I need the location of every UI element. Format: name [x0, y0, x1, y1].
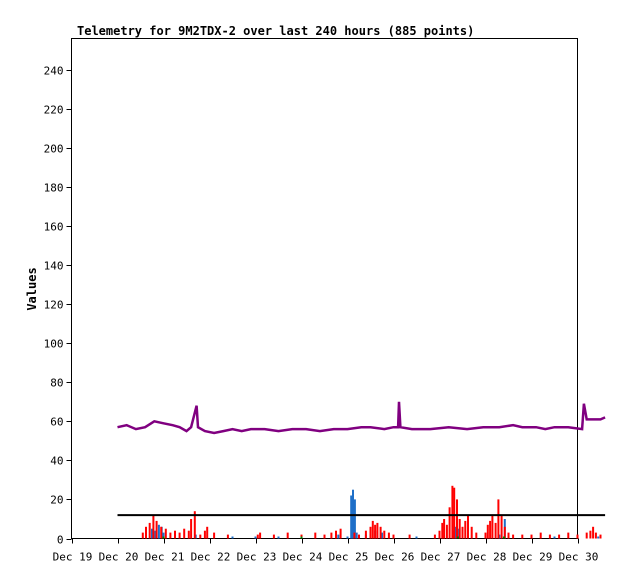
series-line-0 — [117, 401, 606, 435]
y-tick-label: 100 — [44, 338, 64, 351]
y-tick-label: 160 — [44, 221, 64, 234]
chart-title: Telemetry for 9M2TDX-2 over last 240 hou… — [77, 24, 474, 38]
y-tick-label: 0 — [57, 534, 64, 547]
x-tick-label: Dec 30 — [559, 551, 599, 564]
y-tick-label: 60 — [50, 416, 63, 429]
plot-frame — [71, 38, 578, 539]
y-tick-label: 220 — [44, 104, 64, 117]
y-tick-label: 80 — [50, 377, 63, 390]
x-tick-label: Dec 21 — [145, 551, 185, 564]
y-axis-label: Values — [25, 267, 39, 310]
x-tick-label: Dec 27 — [421, 551, 461, 564]
x-tick-label: Dec 19 — [53, 551, 93, 564]
x-tick-label: Dec 26 — [375, 551, 415, 564]
y-tick-label: 120 — [44, 299, 64, 312]
y-tick-label: 20 — [50, 494, 63, 507]
y-tick-label: 180 — [44, 182, 64, 195]
y-tick-label: 200 — [44, 143, 64, 156]
y-tick-label: 240 — [44, 65, 64, 78]
x-tick-label: Dec 24 — [283, 551, 323, 564]
x-tick-label: Dec 20 — [99, 551, 139, 564]
x-tick-label: Dec 25 — [329, 551, 369, 564]
y-tick-label: 40 — [50, 455, 63, 468]
y-tick-label: 140 — [44, 260, 64, 273]
x-tick-label: Dec 23 — [237, 551, 277, 564]
x-tick-label: Dec 29 — [513, 551, 553, 564]
x-tick-label: Dec 22 — [191, 551, 231, 564]
x-tick-label: Dec 28 — [467, 551, 507, 564]
